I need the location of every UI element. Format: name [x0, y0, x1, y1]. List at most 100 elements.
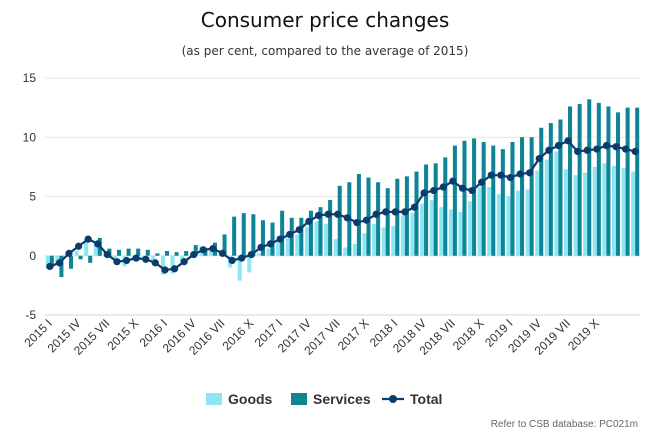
services-bar — [299, 217, 304, 256]
services-bar — [260, 220, 265, 256]
services-bar — [577, 104, 582, 256]
services-bar — [510, 141, 515, 256]
total-point — [593, 145, 601, 153]
goods-bar — [477, 187, 482, 256]
y-tick-label: 5 — [29, 190, 36, 204]
credit-text: Refer to CSB database: PC021m — [491, 419, 638, 430]
total-point — [305, 217, 313, 225]
total-point — [238, 254, 246, 262]
services-bar — [280, 210, 285, 256]
total-point — [324, 210, 332, 218]
total-point — [257, 243, 265, 252]
total-point — [190, 250, 198, 259]
total-point — [487, 171, 495, 179]
total-point — [132, 254, 140, 262]
x-tick-label: 2017 X — [335, 316, 372, 353]
goods-bar — [362, 233, 367, 256]
total-point — [612, 143, 620, 151]
y-tick-label: -5 — [25, 308, 36, 322]
goods-bar — [602, 163, 607, 256]
goods-bar — [74, 251, 79, 256]
services-bar — [520, 137, 525, 256]
total-point — [535, 154, 543, 163]
services-bar — [164, 251, 169, 256]
x-tick-label: 2015 X — [104, 316, 141, 353]
total-point — [574, 147, 582, 156]
chart-subtitle: (as per cent, compared to the average of… — [182, 44, 469, 58]
services-bar — [625, 107, 630, 256]
total-point — [506, 173, 515, 182]
total-point — [420, 189, 428, 197]
goods-bar — [611, 165, 617, 256]
goods-bar — [266, 248, 271, 256]
services-bar — [414, 171, 419, 256]
y-tick-label: 15 — [23, 71, 37, 85]
goods-bar — [496, 194, 501, 256]
goods-bar — [458, 211, 463, 256]
goods-bar — [448, 209, 453, 256]
chart-title: Consumer price changes — [201, 8, 450, 32]
goods-bar — [333, 239, 338, 256]
total-point — [458, 184, 467, 192]
x-tick-label: 2019 X — [565, 316, 602, 353]
total-point — [113, 258, 121, 266]
services-bar — [539, 127, 544, 256]
services-bar — [88, 255, 93, 263]
total-point — [103, 250, 111, 259]
services-bar — [606, 106, 611, 256]
services-bar — [145, 249, 150, 256]
services-bar — [424, 164, 429, 256]
goods-bar — [276, 242, 281, 256]
services-bar — [328, 200, 333, 256]
total-point — [151, 259, 159, 267]
legend-total-marker — [389, 395, 397, 403]
total-point — [334, 210, 342, 218]
goods-bar — [583, 172, 588, 256]
goods-bar — [247, 255, 252, 273]
total-point — [122, 256, 131, 265]
bars-group — [45, 99, 640, 281]
total-point — [276, 235, 284, 243]
goods-bar — [429, 200, 434, 256]
total-point — [84, 235, 92, 243]
goods-bar — [631, 171, 636, 256]
services-bar — [241, 213, 246, 256]
goods-bar — [516, 190, 521, 256]
services-bar — [251, 214, 256, 256]
goods-bar — [592, 166, 597, 256]
total-point — [94, 240, 102, 248]
total-point — [46, 262, 54, 271]
total-point — [74, 242, 83, 250]
goods-bar — [352, 243, 357, 256]
services-bar — [404, 176, 409, 256]
total-point — [468, 186, 476, 195]
total-point — [583, 146, 591, 154]
services-bar — [385, 188, 390, 256]
services-bar — [49, 255, 54, 268]
services-bar — [222, 234, 227, 256]
services-bar — [452, 145, 457, 256]
services-bar — [136, 248, 141, 256]
goods-bar — [525, 189, 530, 256]
goods-bar — [563, 169, 569, 256]
services-bar — [308, 210, 313, 256]
services-bar — [548, 123, 553, 256]
goods-bar — [420, 203, 425, 256]
goods-bar — [400, 215, 405, 256]
total-point — [343, 214, 351, 222]
services-bar — [376, 182, 381, 256]
services-bar — [59, 255, 64, 278]
total-point — [478, 178, 486, 186]
services-bar — [78, 255, 83, 260]
goods-bar — [45, 255, 50, 268]
goods-bar — [372, 223, 377, 256]
goods-bar — [93, 243, 98, 256]
total-point — [602, 141, 611, 150]
legend-goods-swatch — [206, 393, 222, 405]
services-bar — [395, 178, 400, 256]
total-points — [46, 137, 639, 274]
total-point — [218, 249, 227, 257]
